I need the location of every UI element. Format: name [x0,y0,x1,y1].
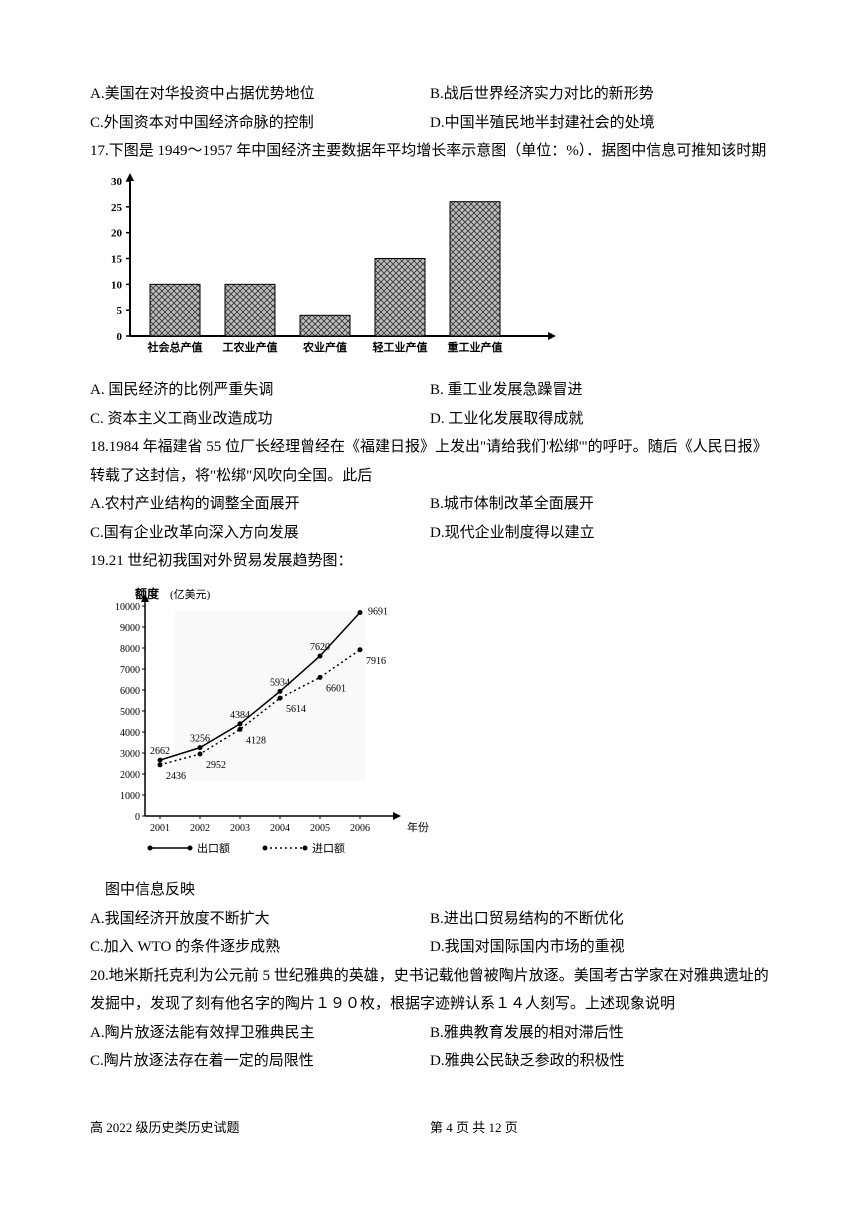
q18-option-c: C.国有企业改革向深入方向发展 [90,519,430,548]
q20-option-a: A.陶片放逐法能有效捍卫雅典民主 [90,1019,430,1048]
q16-options: A.美国在对华投资中占据优势地位 B.战后世界经济实力对比的新形势 C.外国资本… [90,80,770,137]
svg-text:10000: 10000 [115,602,140,613]
footer-right: 第 4 页 共 12 页 [430,1116,770,1141]
svg-text:2952: 2952 [206,760,226,771]
svg-text:出口额: 出口额 [197,841,230,855]
q17-stem: 17.下图是 1949～1957 年中国经济主要数据年平均增长率示意图（单位：%… [90,137,770,166]
svg-text:6000: 6000 [120,686,140,697]
q17-bar-chart: 0 5 10 15 20 25 30 社会总产值 工农业产值 农业产值 轻工业产值 重工业产值 [90,171,770,372]
q19-option-a: A.我国经济开放度不断扩大 [90,905,430,934]
q20-option-b: B.雅典教育发展的相对滞后性 [430,1019,770,1048]
footer-left: 高 2022 级历史类历史试题 [90,1116,430,1141]
svg-text:2662: 2662 [150,746,170,757]
svg-text:2436: 2436 [166,770,186,781]
svg-text:9691: 9691 [368,606,388,617]
q19-followup: 图中信息反映 [90,876,770,905]
q18-option-a: A.农村产业结构的调整全面展开 [90,490,430,519]
q18-option-d: D.现代企业制度得以建立 [430,519,770,548]
svg-text:10: 10 [111,279,123,291]
footer-prefix: 第 [430,1120,446,1135]
svg-text:额度: 额度 [135,586,160,601]
q16-option-a: A.美国在对华投资中占据优势地位 [90,80,430,109]
svg-text:15: 15 [111,253,123,265]
svg-text:轻工业产值: 轻工业产值 [373,340,428,354]
q17-option-c: C. 资本主义工商业改造成功 [90,405,430,434]
svg-text:2006: 2006 [350,823,370,834]
svg-text:5: 5 [117,305,123,317]
svg-text:9000: 9000 [120,623,140,634]
q20-options: A.陶片放逐法能有效捍卫雅典民主 B.雅典教育发展的相对滞后性 C.陶片放逐法存… [90,1019,770,1076]
q18-stem: 18.1984 年福建省 55 位厂长经理曾经在《福建日报》上发出"请给我们'松… [90,433,770,490]
svg-text:3000: 3000 [120,749,140,760]
svg-text:0: 0 [117,331,123,343]
svg-text:6601: 6601 [326,683,346,694]
svg-text:2001: 2001 [150,823,170,834]
q16-option-c: C.外国资本对中国经济命脉的控制 [90,109,430,138]
q19-option-c: C.加入 WTO 的条件逐步成熟 [90,933,430,962]
q19-line-chart: 额度 (亿美元) 0 1000 2000 3000 4000 5000 6000 7000 8000… [90,581,770,872]
q19-options: A.我国经济开放度不断扩大 B.进出口贸易结构的不断优化 C.加入 WTO 的条… [90,905,770,962]
svg-text:5614: 5614 [286,704,306,715]
footer-total: 12 [489,1120,502,1135]
page-footer: 高 2022 级历史类历史试题 第 4 页 共 12 页 [90,1116,770,1141]
svg-text:年份: 年份 [407,820,429,834]
q18-option-b: B.城市体制改革全面展开 [430,490,770,519]
q17-option-b: B. 重工业发展急躁冒进 [430,376,770,405]
svg-text:0: 0 [135,812,140,823]
svg-text:2003: 2003 [230,823,250,834]
footer-suffix: 页 [502,1120,518,1135]
svg-text:4384: 4384 [230,709,250,720]
svg-text:2002: 2002 [190,823,210,834]
svg-text:7916: 7916 [366,655,386,666]
q20-stem: 20.地米斯托克利为公元前 5 世纪雅典的英雄，史书记载他曾被陶片放逐。美国考古… [90,962,770,1019]
q17-option-d: D. 工业化发展取得成就 [430,405,770,434]
svg-text:2004: 2004 [270,823,290,834]
svg-text:4000: 4000 [120,728,140,739]
svg-text:工农业产值: 工农业产值 [223,340,278,354]
svg-text:重工业产值: 重工业产值 [448,340,503,354]
svg-text:进口额: 进口额 [312,842,345,855]
svg-text:25: 25 [111,201,123,213]
svg-text:(亿美元): (亿美元) [170,588,211,601]
svg-text:5000: 5000 [120,707,140,718]
svg-text:2000: 2000 [120,770,140,781]
svg-text:农业产值: 农业产值 [302,340,347,354]
svg-text:1000: 1000 [120,791,140,802]
svg-text:4128: 4128 [246,735,266,746]
svg-text:8000: 8000 [120,644,140,655]
footer-mid: 页 共 [453,1120,489,1135]
q16-option-b: B.战后世界经济实力对比的新形势 [430,80,770,109]
q19-stem: 19.21 世纪初我国对外贸易发展趋势图： [90,547,770,576]
q20-option-d: D.雅典公民缺乏参政的积极性 [430,1047,770,1076]
q19-option-d: D.我国对国际国内市场的重视 [430,933,770,962]
svg-text:30: 30 [111,176,123,188]
svg-text:社会总产值: 社会总产值 [147,340,203,354]
svg-text:7620: 7620 [310,641,330,652]
svg-text:20: 20 [111,227,123,239]
svg-text:3256: 3256 [190,733,210,744]
q20-option-c: C.陶片放逐法存在着一定的局限性 [90,1047,430,1076]
q17-options: A. 国民经济的比例严重失调 B. 重工业发展急躁冒进 C. 资本主义工商业改造… [90,376,770,433]
svg-text:5934: 5934 [270,677,290,688]
q17-option-a: A. 国民经济的比例严重失调 [90,376,430,405]
q16-option-d: D.中国半殖民地半封建社会的处境 [430,109,770,138]
q19-option-b: B.进出口贸易结构的不断优化 [430,905,770,934]
svg-text:7000: 7000 [120,665,140,676]
svg-text:2005: 2005 [310,823,330,834]
q18-options: A.农村产业结构的调整全面展开 B.城市体制改革全面展开 C.国有企业改革向深入… [90,490,770,547]
